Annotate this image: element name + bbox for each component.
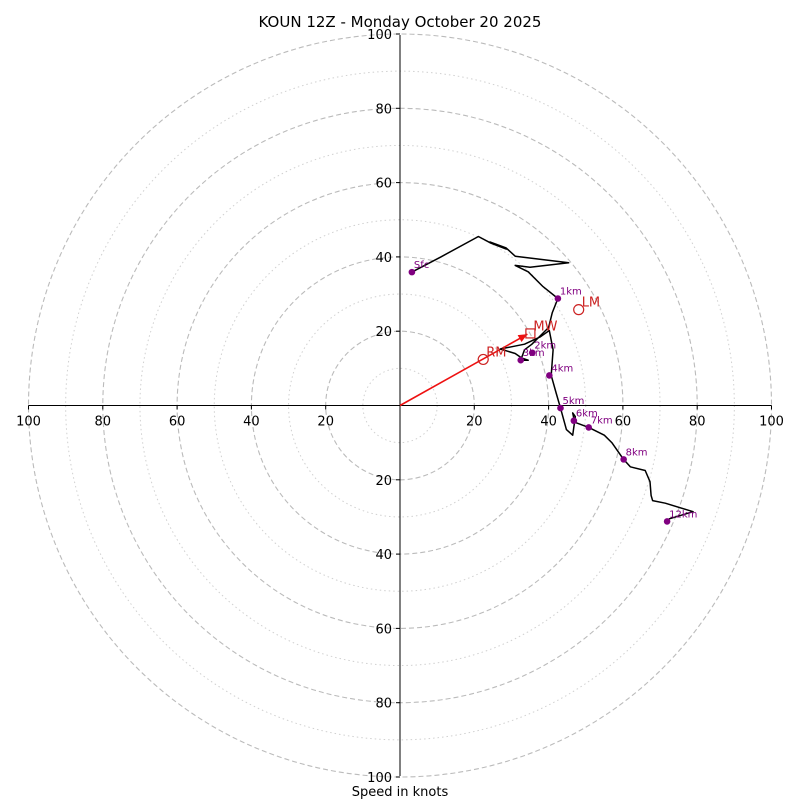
hodograph-trace bbox=[411, 235, 694, 522]
y-tick-label: 60 bbox=[375, 177, 392, 192]
x-tick-label: 100 bbox=[16, 415, 41, 430]
x-tick-label: 100 bbox=[759, 415, 784, 430]
chart-title: KOUN 12Z - Monday October 20 2025 bbox=[259, 13, 542, 31]
x-tick-label: 20 bbox=[317, 415, 334, 430]
height-marker-label: 4km bbox=[551, 363, 573, 374]
y-tick-label: 80 bbox=[375, 697, 392, 712]
x-tick-label: 60 bbox=[615, 415, 632, 430]
x-tick-label: 80 bbox=[95, 415, 112, 430]
y-tick-label: 20 bbox=[375, 325, 392, 340]
height-marker-dot bbox=[570, 417, 578, 425]
height-marker-dot bbox=[557, 404, 564, 412]
height-marker-label: 1km bbox=[560, 287, 582, 298]
y-tick-label: 40 bbox=[375, 548, 392, 563]
storm-motion-markers: RM LM MW bbox=[477, 296, 600, 366]
x-axis-label: Speed in knots bbox=[352, 785, 449, 800]
height-marker-label: 3km bbox=[523, 348, 545, 359]
x-tick-label: 20 bbox=[466, 415, 483, 430]
shear-vector bbox=[399, 333, 528, 407]
y-tick-label: 60 bbox=[375, 622, 392, 637]
storm-motion-label: MW bbox=[533, 319, 557, 334]
y-tick-label: 20 bbox=[375, 474, 392, 489]
hodograph-trace-layer bbox=[411, 235, 694, 522]
height-marker-dot bbox=[408, 268, 416, 276]
height-marker-dot bbox=[620, 456, 627, 463]
tick-labels: 100 80 60 40 20 20 40 60 80 100 100 80 60 40 20 20 40 60 8… bbox=[16, 28, 784, 786]
x-tick-label: 60 bbox=[169, 415, 186, 430]
storm-motion-marker bbox=[477, 353, 489, 366]
x-tick-label: 40 bbox=[243, 415, 260, 430]
height-marker-dot bbox=[585, 424, 593, 431]
y-tick-label: 80 bbox=[375, 102, 392, 117]
storm-motion-label: RM bbox=[486, 345, 506, 360]
height-marker-label: 12km bbox=[669, 509, 697, 520]
y-tick-label: 40 bbox=[375, 251, 392, 266]
height-marker-dot bbox=[546, 372, 553, 379]
height-marker-label: Sfc bbox=[414, 260, 429, 271]
height-marker-dot bbox=[528, 349, 536, 357]
height-marker-dot bbox=[554, 295, 562, 302]
height-marker-label: 8km bbox=[626, 447, 648, 458]
height-marker-label: 7km bbox=[591, 415, 613, 426]
y-tick-label: 100 bbox=[367, 28, 392, 43]
shear-vector-arrowhead bbox=[517, 334, 528, 343]
height-marker-label: 2km bbox=[534, 341, 556, 352]
shear-vector-line bbox=[399, 333, 528, 407]
storm-motion-label: LM bbox=[582, 296, 600, 311]
height-marker-label: 6km bbox=[576, 409, 598, 420]
x-tick-label: 80 bbox=[689, 415, 706, 430]
mean-wind-marker bbox=[525, 328, 536, 339]
height-marker-dot bbox=[517, 356, 525, 364]
height-marker-label: 5km bbox=[562, 396, 584, 407]
storm-motion-marker bbox=[573, 304, 585, 316]
x-tick-label: 40 bbox=[540, 415, 557, 430]
height-marker-dot bbox=[663, 518, 671, 525]
y-tick-label: 100 bbox=[367, 771, 392, 786]
